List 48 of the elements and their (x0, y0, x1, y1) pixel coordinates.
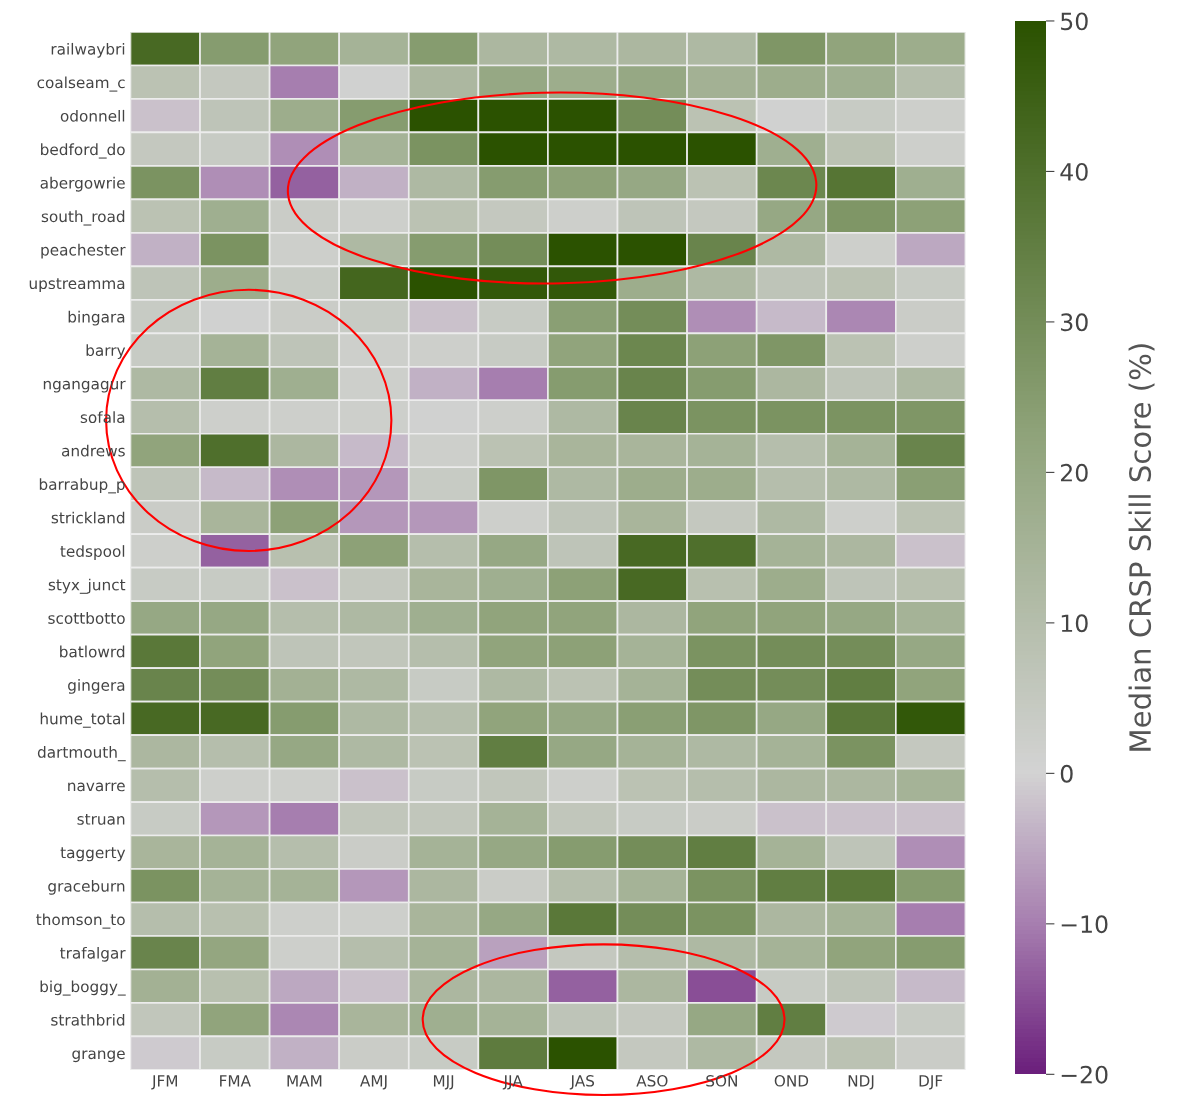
y-tick-label: struan (77, 813, 125, 825)
y-tick-label: odonnell (60, 109, 125, 122)
color-bar-label: 0 (1060, 764, 1073, 783)
y-tick-label: navarre (68, 782, 125, 792)
color-bar-title: Median CRSP Skill Score (%) (1128, 344, 1155, 751)
x-tick-label: OND (774, 1075, 809, 1087)
y-tick-label: barrabup_p (39, 478, 125, 494)
y-tick-label: railwaybri (51, 42, 125, 58)
y-tick-label: grange (72, 1050, 125, 1063)
y-tick-label: bingara (68, 310, 125, 326)
y-tick-label: gingera (68, 679, 125, 694)
y-tick-label: strathbrid (51, 1013, 125, 1026)
color-bar-label: 20 (1060, 463, 1088, 482)
color-bar-label: −10 (1061, 915, 1108, 934)
y-tick-label: thomson_to (36, 913, 125, 929)
y-tick-label: dartmouth_ (37, 746, 126, 762)
x-tick-label: NDJ (848, 1075, 874, 1090)
x-tick-label: AMJ (360, 1075, 387, 1090)
y-tick-label: tedspool (60, 545, 125, 560)
y-tick-label: styx_junct (48, 578, 126, 594)
x-tick-label: MJJ (433, 1075, 454, 1090)
color-bar-label: 50 (1061, 12, 1088, 31)
color-bar-label: −20 (1061, 1065, 1108, 1084)
y-tick-label: taggerty (60, 847, 126, 862)
x-tick-label: MAM (287, 1075, 322, 1087)
color-bar-label: 10 (1061, 614, 1088, 633)
x-tick-label: JAS (569, 1075, 595, 1090)
x-tick-label: ASO (636, 1075, 668, 1087)
x-tick-label: SON (706, 1075, 737, 1087)
y-tick-label: coalseam_c (37, 76, 125, 92)
y-tick-label: trafalgar (60, 946, 126, 962)
y-tick-label: hume_total (40, 712, 125, 728)
y-tick-label: abergowrie (40, 176, 125, 192)
y-tick-label: batlowrd (60, 645, 125, 658)
y-tick-label: graceburn (48, 879, 125, 895)
y-tick-label: upstreamma (29, 278, 125, 293)
x-tick-label: JFM (151, 1075, 177, 1090)
y-tick-label: scottbotto (48, 612, 125, 624)
y-tick-label: peachester (41, 243, 126, 259)
x-tick-label: DJF (919, 1075, 943, 1090)
color-bar-label: 40 (1060, 162, 1088, 181)
x-tick-label: FMA (220, 1075, 251, 1087)
y-tick-label: big_boggy_ (40, 980, 126, 996)
y-tick-label: south_road (41, 210, 125, 226)
y-tick-label: barry (86, 344, 126, 360)
y-tick-label: strickland (51, 511, 125, 524)
y-tick-label: bedford_do (41, 143, 125, 159)
color-bar-label: 30 (1061, 313, 1088, 332)
